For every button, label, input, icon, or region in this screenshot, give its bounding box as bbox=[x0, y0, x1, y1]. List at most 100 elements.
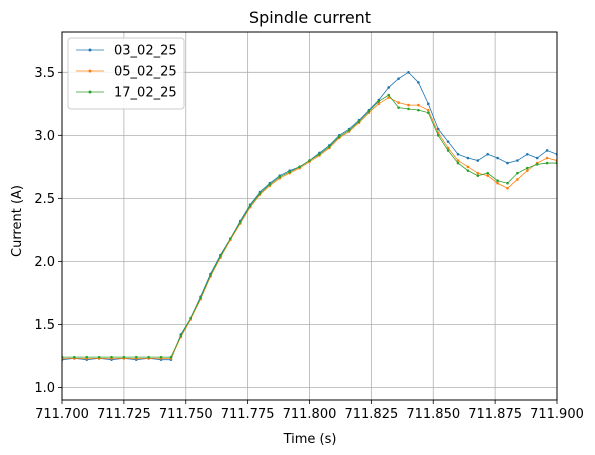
legend-marker bbox=[88, 90, 92, 94]
data-point bbox=[248, 204, 252, 208]
x-axis-title: Time (s) bbox=[283, 432, 337, 447]
data-point bbox=[427, 102, 430, 106]
data-point bbox=[446, 140, 450, 143]
data-point bbox=[466, 169, 470, 172]
data-point bbox=[397, 101, 400, 104]
data-point bbox=[417, 81, 420, 84]
data-point bbox=[199, 296, 202, 300]
data-point bbox=[545, 161, 549, 165]
data-point bbox=[97, 355, 101, 359]
data-point bbox=[147, 355, 150, 359]
x-tick-label: 711.900 bbox=[530, 407, 584, 422]
x-tick-label: 711.725 bbox=[97, 407, 151, 422]
data-point bbox=[347, 129, 351, 132]
data-point bbox=[238, 221, 242, 224]
data-point bbox=[268, 183, 272, 186]
data-point bbox=[476, 171, 480, 175]
data-point bbox=[308, 159, 311, 162]
legend-label: 03_02_25 bbox=[114, 44, 177, 59]
data-point bbox=[357, 120, 361, 123]
chart-title: Spindle current bbox=[249, 8, 371, 27]
legend-label: 17_02_25 bbox=[114, 86, 177, 101]
y-tick-label: 1.5 bbox=[34, 318, 55, 333]
data-point bbox=[397, 106, 400, 109]
data-point bbox=[169, 355, 173, 359]
data-point bbox=[535, 156, 539, 160]
data-point bbox=[288, 170, 292, 174]
x-tick-label: 711.775 bbox=[221, 407, 275, 422]
x-tick-label: 711.700 bbox=[35, 407, 89, 422]
data-point bbox=[516, 159, 519, 162]
data-point bbox=[397, 77, 400, 80]
data-point bbox=[85, 355, 89, 359]
x-axis-ticks: 711.700 711.725 711.750 711.775 711.800 711.8… bbox=[35, 400, 584, 422]
series-layer bbox=[62, 71, 557, 361]
data-point bbox=[496, 156, 499, 160]
data-point bbox=[417, 108, 420, 112]
data-point bbox=[526, 169, 529, 172]
data-point bbox=[535, 163, 539, 166]
data-point bbox=[516, 171, 519, 175]
data-point bbox=[436, 127, 440, 131]
data-point bbox=[427, 108, 430, 112]
data-point bbox=[496, 179, 499, 183]
data-point bbox=[446, 146, 450, 150]
data-point bbox=[159, 355, 163, 359]
data-point bbox=[189, 316, 192, 320]
data-point bbox=[387, 93, 391, 97]
data-point bbox=[134, 355, 138, 359]
data-point bbox=[387, 96, 391, 99]
data-point bbox=[466, 165, 470, 169]
x-tick-label: 711.875 bbox=[468, 407, 522, 422]
data-point bbox=[516, 178, 519, 181]
data-point bbox=[328, 145, 331, 148]
data-point bbox=[377, 102, 381, 106]
legend-box bbox=[67, 37, 185, 110]
data-point bbox=[407, 71, 410, 74]
legend-entry: 17_02_25 bbox=[76, 86, 177, 101]
data-point bbox=[278, 175, 282, 179]
data-point bbox=[407, 107, 410, 111]
x-tick-label: 711.825 bbox=[344, 407, 398, 422]
data-point bbox=[387, 86, 391, 89]
y-tick-label: 3.5 bbox=[34, 66, 55, 81]
y-tick-label: 2.0 bbox=[34, 255, 55, 270]
data-point bbox=[545, 149, 549, 152]
data-point bbox=[219, 255, 222, 258]
data-point bbox=[407, 103, 410, 107]
data-point bbox=[122, 355, 126, 359]
data-point bbox=[506, 181, 509, 185]
data-point bbox=[486, 174, 490, 177]
series-17_02_25 bbox=[62, 93, 557, 359]
legend: 03_02_25 05_02_25 17_02_25 bbox=[67, 37, 185, 110]
y-tick-label: 2.5 bbox=[34, 192, 55, 207]
data-point bbox=[506, 161, 509, 165]
y-axis-ticks: 1.0 1.5 2.0 2.5 3.0 3.5 bbox=[34, 66, 62, 396]
data-point bbox=[209, 273, 212, 277]
data-point bbox=[506, 186, 509, 190]
data-point bbox=[456, 161, 460, 165]
data-point bbox=[318, 152, 321, 156]
data-point bbox=[110, 355, 113, 359]
x-tick-label: 711.750 bbox=[159, 407, 213, 422]
data-point bbox=[466, 156, 470, 160]
data-point bbox=[427, 111, 430, 114]
data-point bbox=[417, 103, 420, 107]
x-tick-label: 711.800 bbox=[283, 407, 337, 422]
legend-marker bbox=[88, 69, 92, 73]
data-point bbox=[446, 149, 450, 152]
data-point bbox=[476, 174, 480, 177]
data-point bbox=[496, 181, 499, 185]
data-point bbox=[456, 152, 460, 156]
data-point bbox=[337, 135, 341, 138]
y-axis-title: Current (A) bbox=[10, 185, 25, 257]
legend-entry: 03_02_25 bbox=[76, 44, 177, 59]
data-point bbox=[229, 237, 232, 240]
data-point bbox=[476, 159, 480, 162]
y-tick-label: 1.0 bbox=[34, 381, 55, 396]
legend-marker bbox=[88, 48, 92, 52]
x-tick-label: 711.850 bbox=[406, 407, 460, 422]
data-point bbox=[526, 152, 529, 156]
data-point bbox=[436, 134, 440, 137]
